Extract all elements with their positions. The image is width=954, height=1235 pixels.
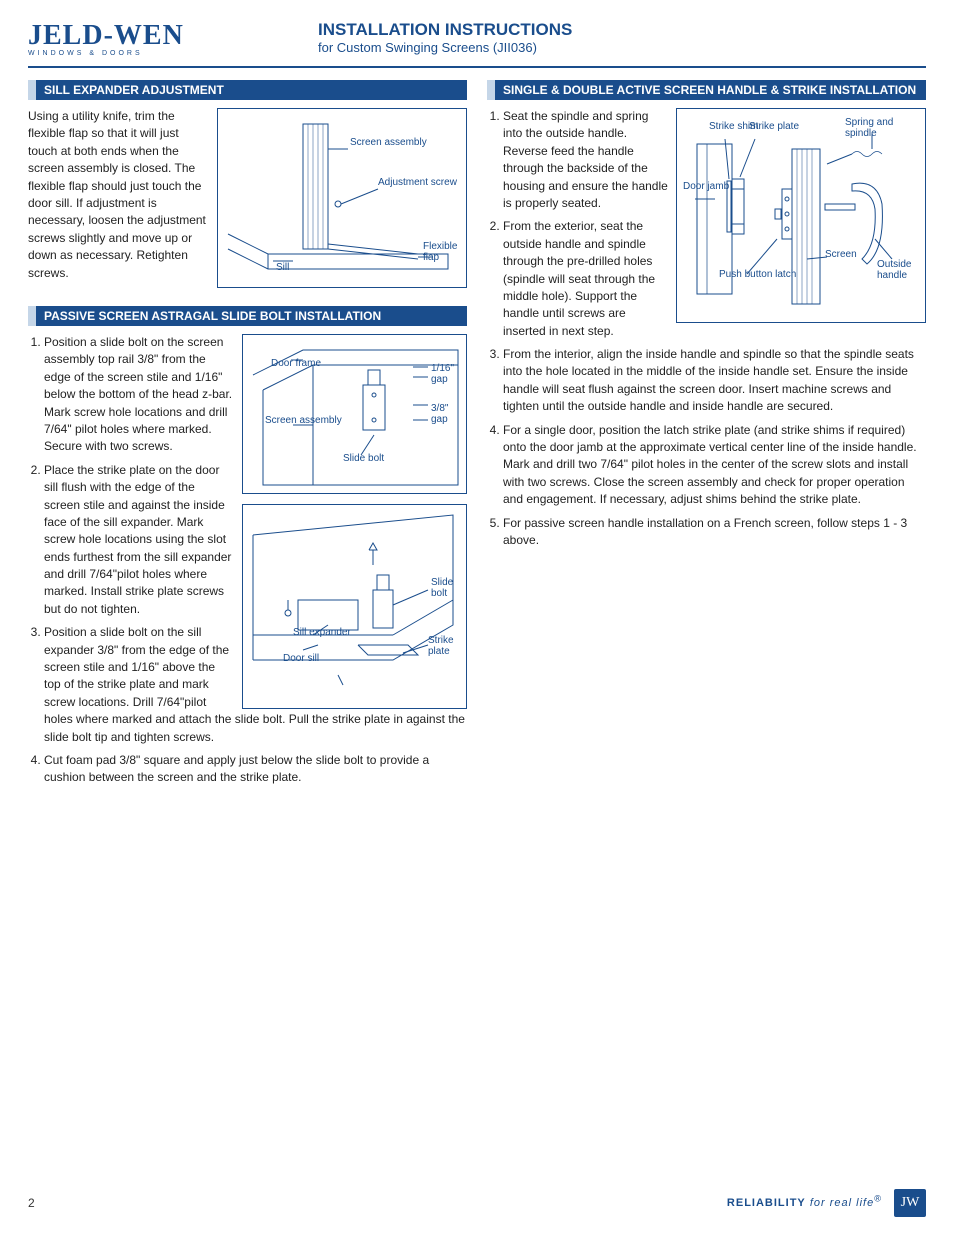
handle-step-4: For a single door, position the latch st… — [503, 422, 926, 509]
left-column: SILL EXPANDER ADJUSTMENT — [28, 80, 467, 793]
astragal-diagrams: Door frame Screen assembly Slide bolt 1/… — [242, 334, 467, 709]
label-screen-assembly: Screen assembly — [350, 137, 427, 148]
right-column: SINGLE & DOUBLE ACTIVE SCREEN HANDLE & S… — [487, 80, 926, 793]
logo-main-text: JELD-WEN — [28, 20, 228, 52]
label-slide-bolt: Slide bolt — [343, 453, 384, 464]
jw-badge-icon: JW — [894, 1189, 926, 1217]
logo-sub-text: WINDOWS & DOORS — [28, 50, 228, 57]
label-screen-assembly2: Screen assembly — [265, 415, 342, 426]
label-strike-plate: Strike plate — [428, 635, 466, 657]
footer-tagline: RELIABILITY for real life® — [727, 1197, 886, 1209]
section-heading-sill: SILL EXPANDER ADJUSTMENT — [28, 80, 467, 100]
footer-right: RELIABILITY for real life® JW — [727, 1189, 926, 1217]
handle-step-3: From the interior, align the inside hand… — [503, 346, 926, 416]
label-strike-plate2: Strike plate — [749, 121, 799, 132]
doc-title: INSTALLATION INSTRUCTIONS — [318, 20, 926, 40]
label-outside-handle: Outside handle — [877, 259, 925, 281]
page-header: JELD-WEN WINDOWS & DOORS INSTALLATION IN… — [28, 20, 926, 68]
sill-diagram: Screen assembly Adjustment screw Flexibl… — [217, 108, 467, 288]
astragal-diagram-top: Door frame Screen assembly Slide bolt 1/… — [242, 334, 467, 494]
label-gap38: 3/8" gap — [431, 403, 466, 425]
sill-block: Screen assembly Adjustment screw Flexibl… — [28, 108, 467, 288]
label-push-button: Push button latch — [719, 269, 796, 280]
label-door-sill: Door sill — [283, 653, 319, 664]
label-adjustment-screw: Adjustment screw — [378, 177, 457, 188]
content-columns: SILL EXPANDER ADJUSTMENT — [28, 80, 926, 793]
handle-step-5: For passive screen handle installation o… — [503, 515, 926, 550]
handle-block: Strike shim Strike plate Spring and spin… — [487, 108, 926, 555]
doc-subtitle: for Custom Swinging Screens (JII036) — [318, 40, 926, 55]
section-heading-handle: SINGLE & DOUBLE ACTIVE SCREEN HANDLE & S… — [487, 80, 926, 100]
astragal-block: Door frame Screen assembly Slide bolt 1/… — [28, 334, 467, 793]
page-number: 2 — [28, 1196, 35, 1210]
label-screen: Screen — [825, 249, 857, 260]
page-footer: 2 RELIABILITY for real life® JW — [28, 1189, 926, 1217]
astragal-diagram-bottom: Sill expander Door sill Slide bolt Strik… — [242, 504, 467, 709]
header-title-block: INSTALLATION INSTRUCTIONS for Custom Swi… — [228, 20, 926, 55]
label-gap116: 1/16" gap — [431, 363, 466, 385]
label-spring-spindle: Spring and spindle — [845, 117, 925, 139]
tagline-italic: for real life — [810, 1197, 874, 1209]
handle-diagram: Strike shim Strike plate Spring and spin… — [676, 108, 926, 323]
label-sill-expander: Sill expander — [293, 627, 351, 638]
label-door-jamb: Door jamb — [683, 181, 729, 192]
label-sill: Sill — [276, 262, 289, 273]
tagline-bold: RELIABILITY — [727, 1197, 806, 1209]
astragal-step-4: Cut foam pad 3/8" square and apply just … — [44, 752, 467, 787]
label-slide-bolt2: Slide bolt — [431, 577, 466, 599]
brand-logo: JELD-WEN WINDOWS & DOORS — [28, 20, 228, 60]
label-flexible-flap: Flexible flap — [423, 241, 466, 263]
section-heading-astragal: PASSIVE SCREEN ASTRAGAL SLIDE BOLT INSTA… — [28, 306, 467, 326]
label-door-frame: Door frame — [271, 358, 321, 369]
